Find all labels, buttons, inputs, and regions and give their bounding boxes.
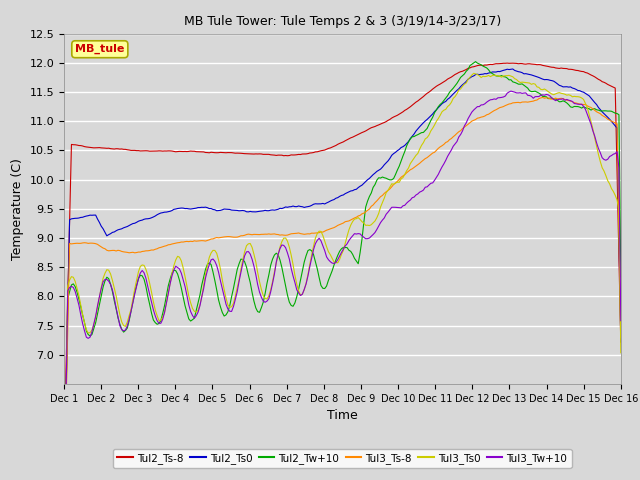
Text: MB_tule: MB_tule xyxy=(75,44,125,54)
Y-axis label: Temperature (C): Temperature (C) xyxy=(11,158,24,260)
Legend: Tul2_Ts-8, Tul2_Ts0, Tul2_Tw+10, Tul3_Ts-8, Tul3_Ts0, Tul3_Tw+10: Tul2_Ts-8, Tul2_Ts0, Tul2_Tw+10, Tul3_Ts… xyxy=(113,449,572,468)
Title: MB Tule Tower: Tule Temps 2 & 3 (3/19/14-3/23/17): MB Tule Tower: Tule Temps 2 & 3 (3/19/14… xyxy=(184,15,501,28)
X-axis label: Time: Time xyxy=(327,409,358,422)
